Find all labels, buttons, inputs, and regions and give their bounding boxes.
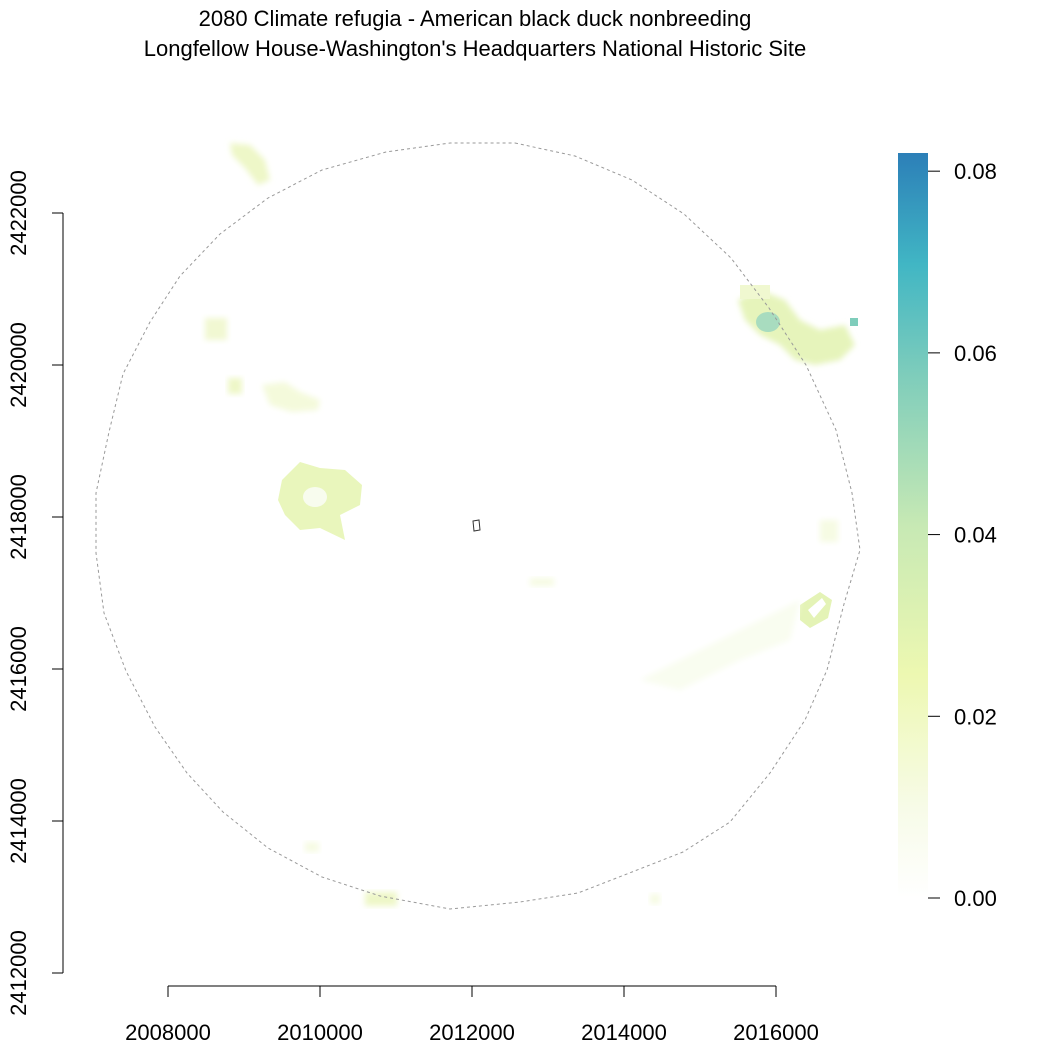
raster-patch — [530, 578, 554, 586]
x-tick-label: 2012000 — [429, 1020, 515, 1045]
legend-tick-label: 0.04 — [954, 523, 997, 548]
raster-patch — [228, 378, 242, 394]
study-area-buffer — [95, 142, 861, 910]
legend-tick-label: 0.08 — [954, 159, 997, 184]
raster-patch — [850, 318, 858, 326]
raster-patch — [756, 312, 780, 332]
y-tick-label: 2412000 — [6, 930, 31, 1016]
y-tick-label: 2422000 — [6, 170, 31, 256]
x-tick-label: 2014000 — [581, 1020, 667, 1045]
raster-patch — [820, 520, 838, 542]
y-tick-label: 2416000 — [6, 626, 31, 712]
y-tick-label: 2420000 — [6, 322, 31, 408]
refugia-raster — [205, 143, 858, 906]
raster-patch — [230, 143, 270, 185]
raster-patch — [640, 600, 800, 690]
legend-tick-label: 0.06 — [954, 341, 997, 366]
x-tick-label: 2010000 — [277, 1020, 363, 1045]
raster-patch — [740, 285, 770, 299]
x-axis: 2008000 2010000 2012000 2014000 2016000 — [125, 985, 819, 1045]
raster-patch — [650, 894, 660, 904]
raster-patch — [205, 318, 227, 340]
legend-tick-label: 0.02 — [954, 704, 997, 729]
y-tick-label: 2414000 — [6, 778, 31, 864]
y-tick-label: 2418000 — [6, 474, 31, 560]
legend-colorbar — [898, 153, 928, 898]
park-boundary-marker — [472, 519, 481, 532]
x-tick-label: 2008000 — [125, 1020, 211, 1045]
chart-title: 2080 Climate refugia - American black du… — [198, 6, 752, 31]
raster-patch — [262, 382, 320, 412]
chart-subtitle: Longfellow House-Washington's Headquarte… — [143, 36, 807, 61]
y-axis: 2412000 2414000 2416000 2418000 2420000 24220… — [6, 170, 64, 1016]
legend-tick-label: 0.00 — [954, 886, 997, 911]
color-legend: 0.00 0.02 0.04 0.06 0.08 — [898, 153, 997, 911]
raster-patch — [365, 892, 397, 906]
raster-patch — [305, 842, 319, 852]
raster-patch — [303, 487, 327, 507]
raster-patch — [738, 290, 855, 365]
x-tick-label: 2016000 — [733, 1020, 819, 1045]
raster-patch — [808, 598, 826, 618]
